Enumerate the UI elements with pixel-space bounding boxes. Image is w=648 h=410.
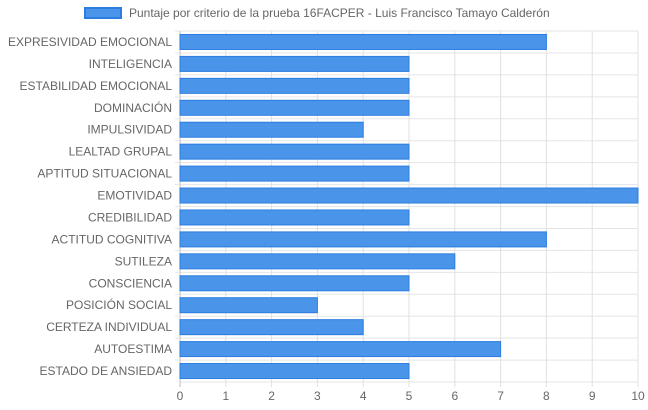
x-tick-label: 5 [406,389,413,403]
bar [179,99,410,116]
x-tick-label: 2 [268,389,275,403]
category-label: POSICIÓN SOCIAL [66,297,172,312]
bar [179,363,410,380]
bar [179,55,410,72]
category-label: INTELIGENCIA [89,57,172,71]
x-tick-label: 7 [497,389,504,403]
category-label: APTITUD SITUACIONAL [37,167,172,181]
x-tick-label: 4 [360,389,367,403]
bar [179,187,639,204]
bar [179,165,410,182]
bar [179,231,547,248]
category-label: DOMINACIÓN [94,100,172,115]
category-label: CERTEZA INDIVIDUAL [46,320,172,334]
bar [179,209,410,226]
category-label: ACTITUD COGNITIVA [52,232,172,246]
bar [179,275,410,292]
category-label: ESTADO DE ANSIEDAD [40,364,173,378]
category-label: CREDIBILIDAD [88,210,172,224]
category-label: IMPULSIVIDAD [87,123,172,137]
x-tick-label: 6 [451,389,458,403]
bar [179,33,547,50]
bar [179,143,410,160]
bar [179,319,364,336]
x-tick-label: 9 [589,389,596,403]
legend-swatch[interactable] [84,7,122,19]
bar [179,77,410,94]
x-tick-label: 10 [631,389,645,403]
bar [179,341,502,358]
x-tick-label: 8 [543,389,550,403]
category-label: EXPRESIVIDAD EMOCIONAL [8,35,172,49]
bar [179,297,318,314]
category-label: AUTOESTIMA [94,342,172,356]
x-tick-label: 1 [222,389,229,403]
bar [179,253,456,270]
bar [179,121,364,138]
x-tick-label: 0 [177,389,184,403]
category-label: SUTILEZA [115,254,172,268]
category-label: LEALTAD GRUPAL [69,145,173,159]
x-tick-label: 3 [314,389,321,403]
legend-label[interactable]: Puntaje por criterio de la prueba 16FACP… [129,6,550,20]
category-label: ESTABILIDAD EMOCIONAL [20,79,173,93]
category-label: EMOTIVIDAD [97,189,172,203]
category-label: CONSCIENCIA [89,276,172,290]
